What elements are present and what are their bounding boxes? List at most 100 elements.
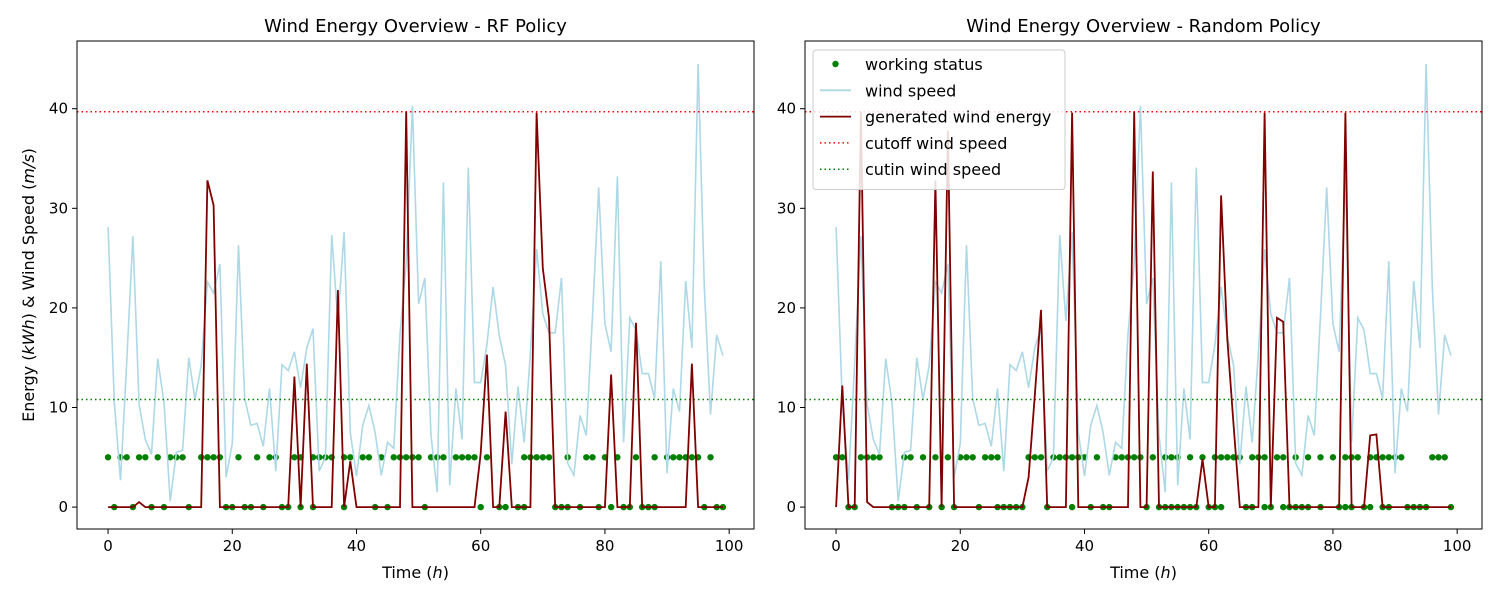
working-status-point	[1037, 454, 1045, 461]
working-status-point	[142, 454, 149, 461]
working-status-point	[1342, 454, 1349, 461]
working-status-point	[1130, 454, 1138, 461]
working-status-point	[1398, 454, 1405, 461]
working-status-point	[651, 454, 658, 461]
x-tick-label: 60	[471, 537, 490, 555]
working-status-point	[1068, 503, 1076, 511]
working-status-point	[253, 454, 261, 461]
working-status-point	[1304, 454, 1312, 461]
wind-speed-line	[107, 63, 724, 502]
working-status-point	[179, 454, 186, 461]
working-status-point	[1329, 454, 1337, 461]
working-status-point	[123, 454, 130, 461]
legend-label: cutoff wind speed	[865, 134, 1007, 153]
working-status-point	[204, 454, 211, 461]
working-status-point	[670, 454, 677, 461]
working-status-point	[291, 454, 298, 461]
legend-label: working status	[865, 55, 983, 74]
chart-random-policy: Wind Energy Overview - Random Policy 0 20…	[777, 16, 1483, 582]
working-status-point	[359, 454, 366, 461]
working-status-point	[1248, 454, 1256, 461]
working-status-point	[1441, 454, 1448, 461]
working-status-point	[402, 454, 410, 461]
generated-wind-energy-line	[835, 111, 1451, 509]
working-status-point	[216, 454, 224, 461]
working-status-point	[465, 454, 472, 461]
working-status-point	[988, 454, 995, 461]
x-tick-label: 40	[1075, 537, 1094, 555]
legend-label: cutin wind speed	[865, 160, 1001, 179]
x-tick-label: 100	[715, 537, 744, 555]
working-status-point	[365, 454, 373, 461]
working-status-point	[1354, 454, 1361, 461]
y-tick-label: 10	[49, 398, 68, 416]
working-status-point	[932, 454, 939, 461]
working-status-point	[266, 454, 273, 461]
y-tick-label: 10	[777, 398, 796, 416]
chart-title: Wind Energy Overview - RF Policy	[264, 16, 567, 37]
working-status-point	[1273, 454, 1281, 461]
x-axis-label: Time (h)	[381, 563, 449, 582]
plot-area: 0 20 40 60 80 100 0 10 20 30 40	[49, 40, 755, 555]
y-tick-label: 40	[777, 100, 796, 118]
working-status-point	[1217, 503, 1225, 511]
y-tick-label: 20	[49, 299, 68, 317]
working-status-point	[919, 454, 927, 461]
working-status-point	[1217, 454, 1225, 461]
working-status-point	[458, 454, 466, 461]
working-status-point	[545, 454, 553, 461]
working-status-point	[1168, 454, 1175, 461]
x-tick-label: 80	[1323, 537, 1342, 555]
working-status-point	[1224, 454, 1231, 461]
working-status-point	[1056, 454, 1063, 461]
y-tick-label: 30	[49, 199, 68, 217]
working-status-point	[154, 454, 161, 461]
chart-rf-policy: Wind Energy Overview - RF Policy 0 20 40 60…	[19, 16, 755, 582]
working-status-point	[1342, 503, 1349, 511]
working-status-point	[944, 454, 952, 461]
working-status-point	[1317, 454, 1324, 461]
chart-title: Wind Energy Overview - Random Policy	[966, 16, 1321, 37]
working-status-point	[520, 454, 528, 461]
working-status-point	[166, 454, 174, 461]
working-status-point	[676, 454, 683, 461]
working-status-point	[1367, 503, 1374, 511]
working-status-point	[502, 503, 509, 511]
working-status-point	[1118, 454, 1125, 461]
working-status-point	[1031, 454, 1039, 461]
working-status-point	[969, 454, 976, 461]
legend-marker	[832, 60, 839, 68]
y-tick-label: 0	[58, 498, 68, 516]
y-axis-label: Energy (kWh) & Wind Speed (m/s)	[19, 148, 38, 422]
legend-label: generated wind energy	[865, 108, 1051, 127]
working-status-point	[707, 454, 714, 461]
working-status-point	[1280, 454, 1287, 461]
working-status-point	[688, 454, 696, 461]
working-status-point	[1199, 454, 1206, 461]
working-status-point	[1447, 503, 1455, 511]
working-status-point	[907, 454, 914, 461]
legend: working status wind speed generated wind e…	[812, 49, 1066, 190]
working-status-point	[1112, 454, 1119, 461]
working-status-point	[415, 454, 422, 461]
working-status-point	[583, 454, 590, 461]
working-status-point	[589, 454, 596, 461]
working-status-point	[104, 454, 112, 461]
working-status-point	[832, 454, 840, 461]
working-status-point	[1280, 503, 1287, 511]
x-tick-label: 0	[831, 537, 841, 555]
working-status-point	[1379, 454, 1386, 461]
working-status-point	[1186, 454, 1194, 461]
y-tick-label: 30	[777, 199, 796, 217]
working-status-point	[870, 454, 877, 461]
x-tick-label: 20	[223, 537, 242, 555]
working-status-point	[1211, 454, 1219, 461]
working-status-point	[1093, 454, 1101, 461]
x-tick-label: 60	[1199, 537, 1218, 555]
working-status-point	[963, 454, 970, 461]
working-status-point	[876, 454, 883, 461]
series-layer	[77, 63, 754, 511]
working-status-point	[210, 454, 217, 461]
working-status-point	[440, 454, 447, 461]
